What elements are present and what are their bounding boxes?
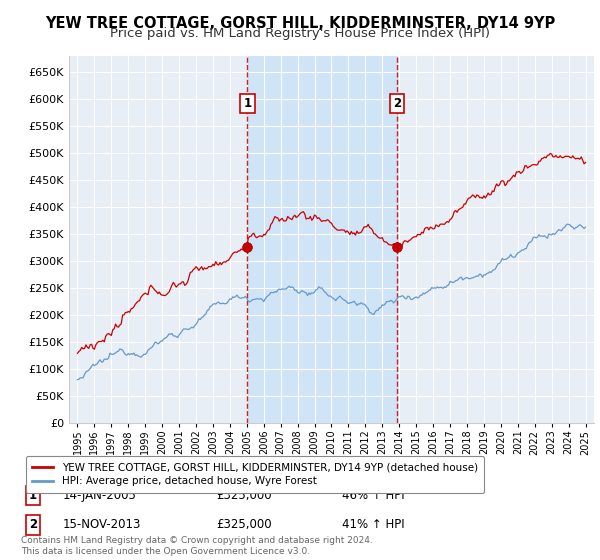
Text: 46% ↑ HPI: 46% ↑ HPI xyxy=(342,489,404,502)
Text: 41% ↑ HPI: 41% ↑ HPI xyxy=(342,518,404,531)
Text: 14-JAN-2005: 14-JAN-2005 xyxy=(63,489,137,502)
Text: £325,000: £325,000 xyxy=(216,518,272,531)
Text: 1: 1 xyxy=(29,489,37,502)
Text: Price paid vs. HM Land Registry's House Price Index (HPI): Price paid vs. HM Land Registry's House … xyxy=(110,27,490,40)
Text: Contains HM Land Registry data © Crown copyright and database right 2024.
This d: Contains HM Land Registry data © Crown c… xyxy=(21,536,373,556)
Text: £325,000: £325,000 xyxy=(216,489,272,502)
Text: 1: 1 xyxy=(244,97,251,110)
Legend: YEW TREE COTTAGE, GORST HILL, KIDDERMINSTER, DY14 9YP (detached house), HPI: Ave: YEW TREE COTTAGE, GORST HILL, KIDDERMINS… xyxy=(26,456,484,493)
Text: 2: 2 xyxy=(393,97,401,110)
Bar xyxy=(247,56,397,423)
Text: 15-NOV-2013: 15-NOV-2013 xyxy=(63,518,142,531)
Text: YEW TREE COTTAGE, GORST HILL, KIDDERMINSTER, DY14 9YP: YEW TREE COTTAGE, GORST HILL, KIDDERMINS… xyxy=(45,16,555,31)
Text: 2: 2 xyxy=(29,518,37,531)
